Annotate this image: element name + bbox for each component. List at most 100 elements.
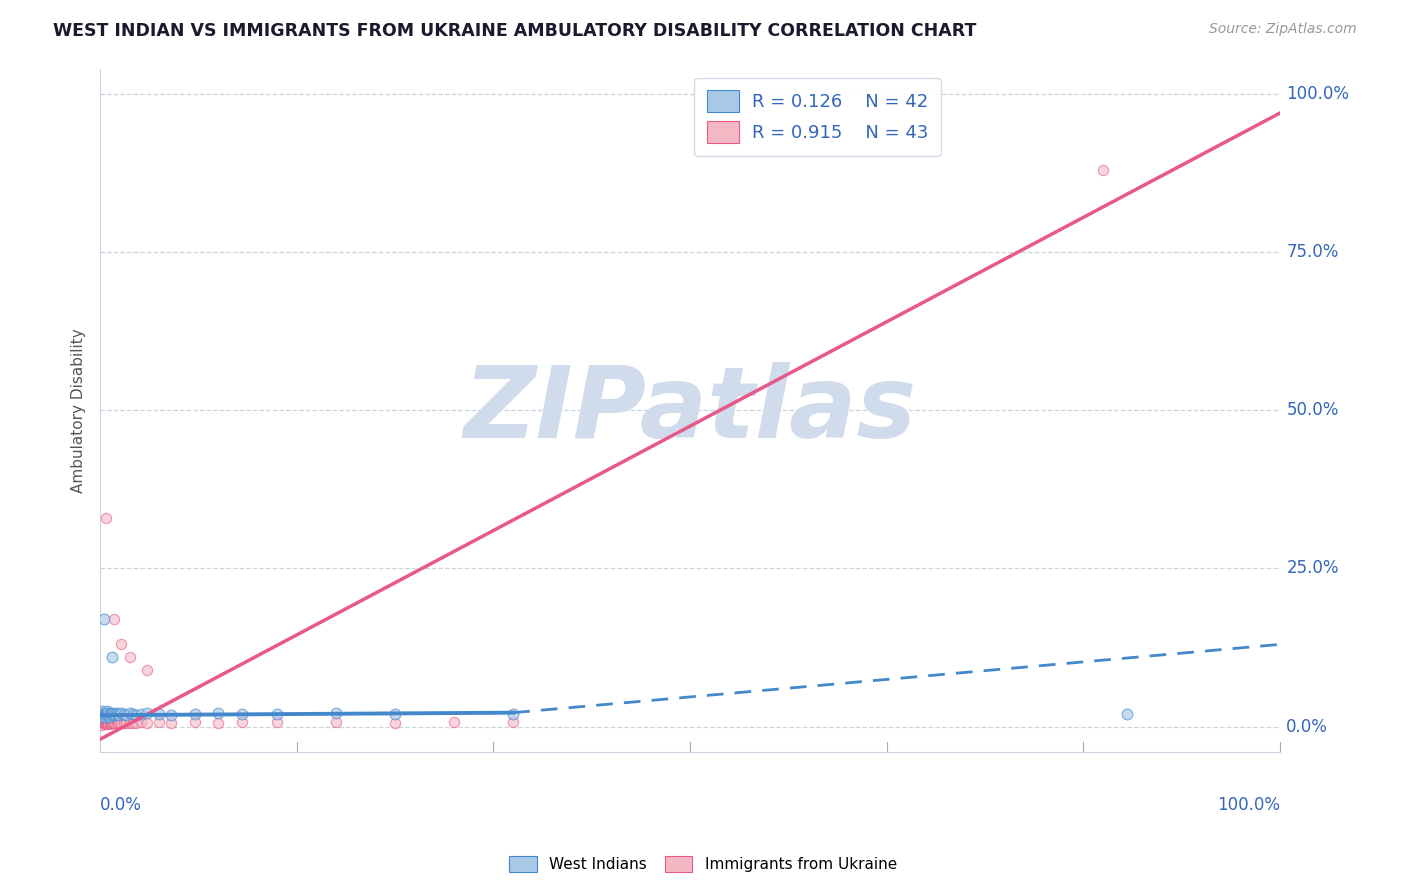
Point [160, 708, 183, 723]
Point [231, 715, 253, 730]
Point [104, 706, 127, 721]
Point [94, 706, 117, 720]
Point [93, 706, 115, 720]
Point [110, 637, 132, 651]
Point [103, 612, 125, 626]
Text: 100.0%: 100.0% [1218, 797, 1281, 814]
Text: WEST INDIAN VS IMMIGRANTS FROM UKRAINE AMBULATORY DISABILITY CORRELATION CHART: WEST INDIAN VS IMMIGRANTS FROM UKRAINE A… [53, 22, 977, 40]
Point [94, 717, 117, 731]
Point [122, 706, 145, 721]
Point [107, 715, 129, 730]
Point [110, 715, 132, 730]
Point [100, 715, 122, 730]
Point [136, 706, 159, 720]
Point [91, 710, 114, 724]
Point [443, 714, 465, 729]
Point [100, 706, 122, 720]
Point [96, 706, 118, 721]
Point [96, 714, 118, 729]
Point [122, 715, 145, 730]
Point [101, 650, 124, 665]
Point [96, 704, 118, 718]
Point [93, 612, 115, 626]
Point [110, 706, 132, 720]
Point [207, 715, 229, 730]
Point [104, 715, 127, 730]
Point [384, 715, 406, 730]
Point [108, 716, 131, 731]
Text: ZIPatlas: ZIPatlas [464, 362, 917, 458]
Point [93, 716, 115, 731]
Point [103, 708, 125, 723]
Point [97, 708, 120, 723]
Point [94, 715, 117, 730]
Point [91, 704, 114, 718]
Text: 100.0%: 100.0% [1286, 85, 1350, 103]
Point [97, 706, 120, 720]
Legend: R = 0.126    N = 42, R = 0.915    N = 43: R = 0.126 N = 42, R = 0.915 N = 43 [695, 78, 941, 156]
Text: 50.0%: 50.0% [1286, 401, 1339, 419]
Point [94, 710, 117, 724]
Point [90, 706, 112, 721]
Point [266, 715, 288, 730]
Point [160, 715, 183, 730]
Point [231, 706, 253, 721]
Point [266, 706, 288, 721]
Point [94, 716, 117, 731]
Point [118, 706, 141, 720]
Point [108, 708, 131, 723]
Point [136, 663, 159, 677]
Point [136, 715, 159, 730]
Point [94, 708, 117, 723]
Point [131, 715, 153, 730]
Point [98, 706, 121, 721]
Point [93, 715, 115, 730]
Point [124, 708, 146, 723]
Point [325, 706, 347, 720]
Text: 0.0%: 0.0% [1286, 717, 1329, 736]
Point [100, 708, 122, 723]
Point [91, 717, 114, 731]
Point [118, 716, 141, 731]
Point [112, 706, 135, 721]
Point [112, 716, 135, 731]
Point [1116, 706, 1139, 721]
Point [115, 708, 138, 723]
Point [103, 716, 125, 731]
Point [91, 714, 114, 729]
Point [502, 706, 524, 721]
Point [93, 708, 115, 723]
Point [183, 715, 205, 730]
Point [107, 706, 129, 721]
Point [1092, 162, 1115, 177]
Text: Source: ZipAtlas.com: Source: ZipAtlas.com [1209, 22, 1357, 37]
Point [183, 706, 205, 721]
Point [148, 706, 170, 721]
Point [101, 716, 124, 731]
Point [94, 715, 117, 730]
Point [207, 706, 229, 720]
Point [325, 715, 347, 730]
Point [98, 710, 121, 724]
Point [98, 717, 121, 731]
Point [97, 716, 120, 731]
Text: 75.0%: 75.0% [1286, 243, 1339, 261]
Point [96, 717, 118, 731]
Point [148, 715, 170, 730]
Point [101, 715, 124, 730]
Point [131, 706, 153, 721]
Point [101, 706, 124, 720]
Point [100, 716, 122, 731]
Point [94, 706, 117, 721]
Point [115, 715, 138, 730]
Point [94, 510, 117, 524]
Point [105, 706, 128, 720]
Point [98, 715, 121, 730]
Legend: West Indians, Immigrants from Ukraine: West Indians, Immigrants from Ukraine [502, 848, 904, 880]
Point [118, 650, 141, 665]
Text: 0.0%: 0.0% [100, 797, 142, 814]
Point [105, 716, 128, 731]
Point [97, 715, 120, 730]
Y-axis label: Ambulatory Disability: Ambulatory Disability [72, 328, 86, 492]
Point [124, 716, 146, 731]
